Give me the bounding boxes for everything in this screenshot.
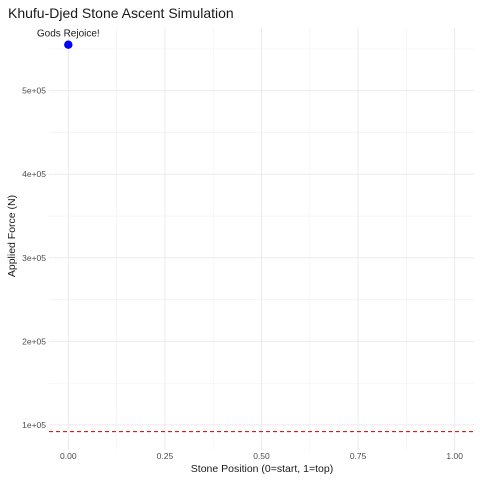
chart-title: Khufu-Djed Stone Ascent Simulation bbox=[8, 5, 234, 21]
data-point bbox=[64, 40, 73, 49]
x-axis-title: Stone Position (0=start, 1=top) bbox=[191, 463, 333, 475]
x-tick-label: 0.25 bbox=[157, 451, 174, 461]
x-tick-label: 0.50 bbox=[253, 451, 270, 461]
x-tick-label: 0.00 bbox=[60, 451, 77, 461]
x-tick-label: 0.75 bbox=[350, 451, 367, 461]
data-points bbox=[64, 40, 73, 49]
y-tick-label: 4e+05 bbox=[22, 169, 46, 179]
x-axis-ticks: 0.00 0.25 0.50 0.75 1.00 bbox=[60, 451, 463, 461]
y-tick-label: 2e+05 bbox=[22, 336, 46, 346]
annotations: Gods Rejoice! bbox=[37, 29, 100, 40]
y-axis-ticks: 1e+05 2e+05 3e+05 4e+05 5e+05 bbox=[22, 86, 46, 430]
grid-major bbox=[49, 28, 474, 450]
y-axis-title: Applied Force (N) bbox=[6, 195, 18, 277]
point-annotation: Gods Rejoice! bbox=[37, 29, 100, 40]
y-tick-label: 1e+05 bbox=[22, 420, 46, 430]
y-tick-label: 5e+05 bbox=[22, 86, 46, 96]
x-tick-label: 1.00 bbox=[446, 451, 463, 461]
y-tick-label: 3e+05 bbox=[22, 253, 46, 263]
